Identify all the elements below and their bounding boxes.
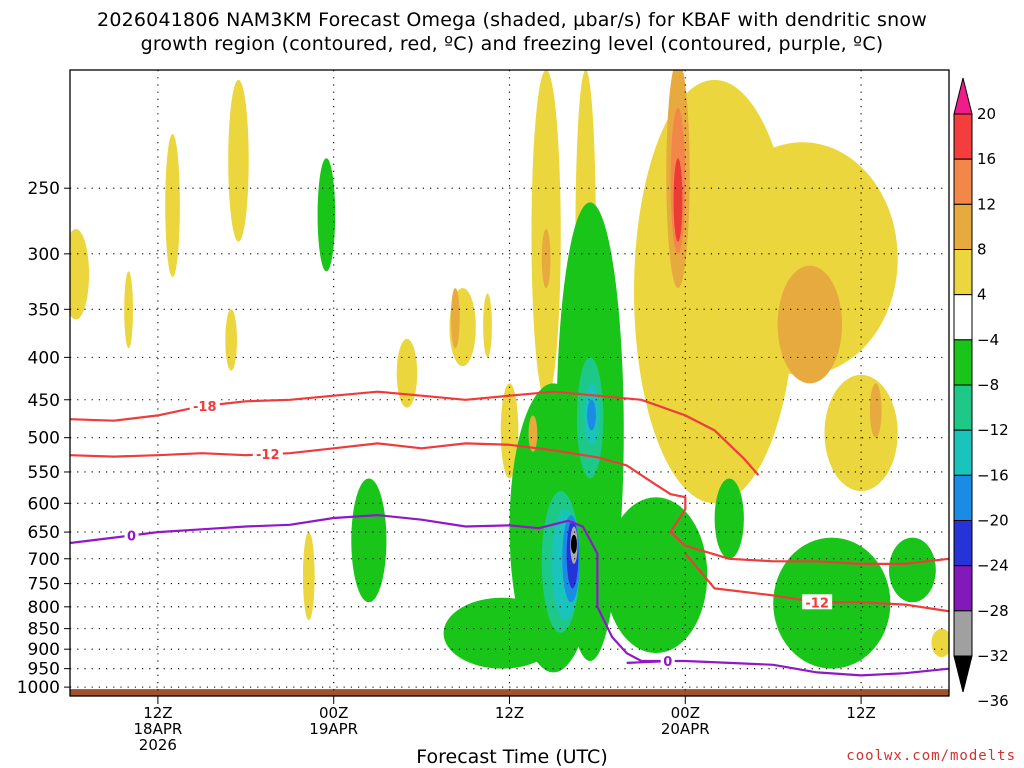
grid-layer <box>70 70 949 696</box>
colorbar-label-4: 4 <box>977 286 987 304</box>
y-tick-label-600: 600 <box>28 494 60 514</box>
omega-region-29 <box>777 265 843 384</box>
contour-layer: -18 -12 -12 0 0 <box>70 390 949 677</box>
contour-line-3 <box>70 514 949 677</box>
y-tick-label-450: 450 <box>28 391 60 411</box>
y-tick-label-800: 800 <box>28 598 60 618</box>
omega-region-0 <box>70 229 90 320</box>
omega-region-34 <box>626 588 686 637</box>
y-tick-label-950: 950 <box>28 660 60 680</box>
colorbar-label-6: −8 <box>977 376 999 394</box>
x-tick-label-3-0: 00Z <box>671 704 700 722</box>
omega-region-24 <box>888 537 936 603</box>
ground-fill <box>70 689 949 696</box>
colorbar-label-12: −32 <box>977 647 1009 665</box>
x-tick-label-0-2: 2026 <box>139 736 177 754</box>
omega-region-43 <box>587 399 596 431</box>
colorbar-label-0: 20 <box>977 105 996 123</box>
colorbar-swatch-1 <box>953 113 973 160</box>
colorbar-label-8: −16 <box>977 466 1009 484</box>
omega-region-30 <box>869 383 882 438</box>
contour-label-4: 0 <box>663 655 672 670</box>
y-tick-label-650: 650 <box>28 523 60 543</box>
x-tick-label-0-1: 18APR <box>133 720 182 738</box>
omega-region-15 <box>931 628 949 658</box>
omega-region-1 <box>165 133 180 278</box>
omega-region-25 <box>541 229 551 289</box>
y-tick-label-300: 300 <box>28 245 60 265</box>
omega-region-8 <box>483 293 492 358</box>
colorbar-swatch-5 <box>953 294 973 341</box>
omega-region-6 <box>396 338 418 408</box>
colorbar-swatch-10 <box>953 520 973 567</box>
pressure-axis: 2503003504004505005506006507007508008509… <box>17 179 70 698</box>
y-tick-label-550: 550 <box>28 463 60 483</box>
colorbar-label-10: −24 <box>977 557 1009 575</box>
omega-region-5 <box>302 532 315 621</box>
omega-region-46 <box>570 534 577 554</box>
chart-title-line-2: growth region (contoured, red, ºC) and f… <box>140 33 884 55</box>
y-tick-label-900: 900 <box>28 640 60 660</box>
x-tick-label-2-0: 12Z <box>495 704 524 722</box>
colorbar-label-1: 16 <box>977 150 996 168</box>
omega-region-17 <box>351 478 387 603</box>
omega-region-22 <box>714 478 744 559</box>
colorbar-swatch-2 <box>953 158 973 205</box>
colorbar-label-9: −20 <box>977 512 1009 530</box>
contour-label-0: -18 <box>193 400 217 415</box>
colorbar-swatch-7 <box>953 384 973 431</box>
credit-text: coolwx.com/modelts <box>846 748 1016 764</box>
y-tick-label-500: 500 <box>28 429 60 449</box>
x-tick-label-1-1: 19APR <box>309 720 358 738</box>
contour-label-bg-0 <box>189 397 220 413</box>
colorbar-top-arrow <box>953 77 973 115</box>
omega-region-2 <box>228 79 249 242</box>
omega-region-26 <box>528 415 538 452</box>
y-tick-label-400: 400 <box>28 348 60 368</box>
x-tick-label-4-0: 12Z <box>846 704 875 722</box>
colorbar-label-3: 8 <box>977 241 987 259</box>
x-tick-label-1-0: 00Z <box>319 704 348 722</box>
y-tick-label-750: 750 <box>28 575 60 595</box>
contour-label-bg-1 <box>252 446 283 462</box>
omega-region-39 <box>673 158 683 242</box>
contour-label-1: -12 <box>256 448 280 463</box>
y-tick-label-350: 350 <box>28 300 60 320</box>
omega-region-13 <box>707 142 898 375</box>
contour-label-2: -12 <box>805 596 829 611</box>
y-tick-label-850: 850 <box>28 620 60 640</box>
omega-shading-layer <box>70 70 949 673</box>
y-tick-label-700: 700 <box>28 550 60 570</box>
x-axis-label: Forecast Time (UTC) <box>416 746 608 768</box>
colorbar-label-7: −12 <box>977 421 1009 439</box>
colorbar-bottom-arrow <box>953 655 973 693</box>
omega-region-4 <box>225 309 238 371</box>
colorbar-swatch-11 <box>953 565 973 612</box>
colorbar-swatch-12 <box>953 610 973 657</box>
omega-region-27 <box>450 288 460 349</box>
colorbar-swatch-9 <box>953 474 973 522</box>
contour-label-3: 0 <box>127 529 136 544</box>
contour-label-bg-4 <box>660 653 675 669</box>
colorbar-label-2: 12 <box>977 195 996 213</box>
colorbar: 20 16 12 8 4 −4 −8 −12 −16 −20 −24 −28 −32 −36 <box>953 77 1009 710</box>
colorbar-swatch-3 <box>953 203 973 250</box>
y-tick-label-1000: 1000 <box>17 678 60 698</box>
ground-layer <box>70 689 949 696</box>
colorbar-label-5: −4 <box>977 331 999 349</box>
omega-region-16 <box>317 158 336 272</box>
colorbar-swatch-4 <box>953 249 973 296</box>
y-tick-label-250: 250 <box>28 179 60 199</box>
contour-label-bg-2 <box>802 594 833 610</box>
colorbar-swatch-8 <box>953 429 973 476</box>
colorbar-label-13: −36 <box>977 692 1009 710</box>
x-tick-label-0-0: 12Z <box>143 704 172 722</box>
colorbar-swatch-6 <box>953 339 973 386</box>
x-tick-label-3-1: 20APR <box>661 720 710 738</box>
colorbar-label-11: −28 <box>977 602 1009 620</box>
chart-title-line-1: 2026041806 NAM3KM Forecast Omega (shaded… <box>97 9 927 31</box>
contour-label-bg-3 <box>124 527 139 543</box>
